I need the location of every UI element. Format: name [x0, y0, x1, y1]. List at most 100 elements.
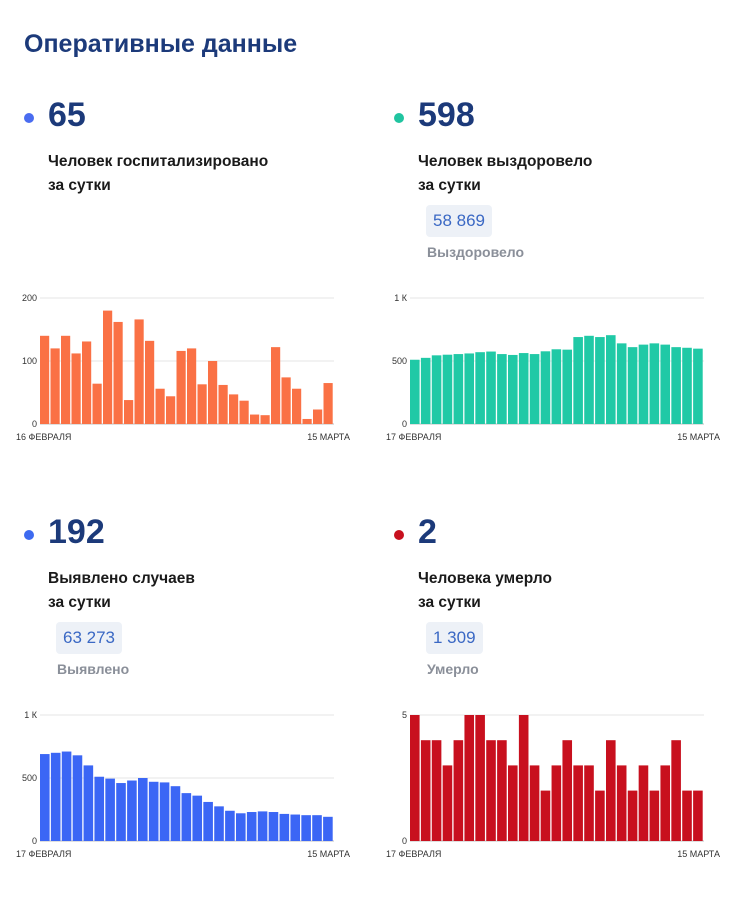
hospitalized-x-start-label: 16 ФЕВРАЛЯ — [16, 432, 71, 442]
cases-total-label: Выявлено — [57, 661, 130, 677]
recovered-y-tick-label: 0 — [402, 419, 407, 429]
hospitalized-bar — [145, 340, 155, 424]
deaths-bar — [508, 765, 518, 841]
cases-bar — [246, 812, 257, 841]
deaths-bar — [671, 740, 681, 841]
deaths-caption-line2: за сутки — [418, 594, 481, 611]
recovered-bar — [551, 349, 562, 424]
deaths-bar — [420, 740, 431, 841]
deaths-bar — [529, 765, 540, 841]
deaths-bar — [410, 715, 420, 841]
deaths-bar — [682, 790, 692, 841]
cases-bar — [279, 813, 290, 841]
cases-total-badge: 63 273 — [56, 622, 122, 654]
recovered-bar — [627, 347, 638, 424]
deaths-dot-icon — [394, 530, 404, 540]
recovered-bar — [660, 344, 671, 424]
recovered-bar — [584, 335, 594, 424]
deaths-bar — [464, 715, 475, 841]
deaths-bar — [453, 740, 464, 841]
deaths-bar — [551, 765, 562, 841]
recovered-bar — [540, 351, 551, 424]
recovered-caption-line1: Человек выздоровело — [418, 153, 593, 170]
recovered-bar — [649, 343, 660, 424]
recovered-x-start-label: 17 ФЕВРАЛЯ — [386, 432, 441, 442]
deaths-chart: 0 5 17 ФЕВРАЛЯ 15 МАРТА — [386, 710, 720, 859]
recovered-bar — [595, 337, 605, 424]
hospitalized-y-tick-label: 100 — [22, 356, 37, 366]
hospitalized-bar — [113, 321, 123, 424]
cases-caption-line1: Выявлено случаев — [48, 570, 195, 587]
recovered-bar — [486, 351, 496, 424]
cases-panel: 192 Выявлено случаев за сутки 63 273 Выя… — [16, 509, 394, 909]
recovered-bar — [693, 348, 703, 424]
cases-dot-icon — [24, 530, 34, 540]
cases-bar — [214, 806, 224, 841]
hospitalized-bar — [82, 341, 92, 424]
deaths-panel: 2 Человека умерло за сутки 1 309 Умерло … — [386, 509, 749, 909]
hospitalized-bar — [313, 409, 323, 424]
deaths-caption: Человека умерло за сутки — [418, 567, 552, 615]
deaths-bar — [562, 740, 573, 841]
deaths-x-end-label: 15 МАРТА — [677, 849, 720, 859]
cases-bar — [159, 782, 170, 841]
recovered-caption: Человек выздоровело за сутки — [418, 150, 592, 198]
hospitalized-y-tick-label: 200 — [22, 293, 37, 303]
hospitalized-caption-line2: за сутки — [48, 177, 111, 194]
hospitalized-caption: Человек госпитализировано за сутки — [48, 150, 268, 198]
hospitalized-chart: 0 100 200 16 ФЕВРАЛЯ 15 МАРТА — [16, 293, 350, 442]
page-title: Оперативные данные — [24, 30, 298, 58]
cases-bar — [181, 793, 192, 841]
recovered-panel: 598 Человек выздоровело за сутки 58 869 … — [386, 92, 749, 492]
cases-bar — [148, 781, 159, 841]
recovered-caption-line2: за сутки — [418, 177, 481, 194]
recovered-bar — [529, 354, 540, 424]
hospitalized-y-tick-label: 0 — [32, 419, 37, 429]
deaths-bar — [606, 740, 616, 841]
hospitalized-bar — [208, 361, 218, 424]
cases-bar — [236, 813, 246, 841]
recovered-bar — [442, 354, 453, 424]
cases-bar — [257, 811, 268, 841]
hospitalized-bar — [281, 377, 291, 424]
deaths-bar — [660, 765, 671, 841]
hospitalized-dot-icon — [24, 113, 34, 123]
cases-bar — [170, 786, 181, 841]
hospitalized-bar — [92, 383, 102, 424]
cases-bar — [268, 812, 279, 841]
recovered-bar — [508, 354, 518, 424]
cases-x-end-label: 15 МАРТА — [307, 849, 350, 859]
recovered-total-label: Выздоровело — [427, 244, 525, 260]
cases-bar — [192, 795, 203, 841]
cases-bar — [290, 814, 301, 841]
cases-caption: Выявлено случаев за сутки — [48, 567, 195, 615]
hospitalized-bar — [302, 418, 312, 424]
deaths-total-badge: 1 309 — [426, 622, 483, 654]
deaths-y-tick-label: 0 — [402, 836, 407, 846]
deaths-value: 2 — [418, 513, 437, 551]
cases-bar — [127, 780, 137, 841]
cases-bar — [94, 776, 105, 841]
recovered-total-badge: 58 869 — [426, 205, 492, 237]
recovered-y-tick-label: 500 — [392, 356, 407, 366]
hospitalized-bar — [40, 335, 50, 424]
recovered-value: 598 — [418, 96, 475, 134]
cases-y-tick-label: 500 — [22, 773, 37, 783]
recovered-y-tick-label: 1 К — [394, 293, 408, 303]
hospitalized-bar — [155, 388, 165, 424]
deaths-bar — [475, 715, 485, 841]
page: Оперативные данные 65 Человек госпитализ… — [16, 30, 749, 859]
recovered-bar — [518, 353, 529, 424]
cases-y-tick-label: 1 К — [24, 710, 38, 720]
cases-bar — [301, 815, 311, 841]
recovered-bar — [606, 335, 616, 424]
hospitalized-bar — [61, 335, 71, 424]
recovered-bar — [464, 353, 475, 424]
hospitalized-bar — [292, 388, 302, 424]
cases-bar — [83, 765, 94, 841]
hospitalized-bar — [134, 319, 144, 424]
deaths-bar — [518, 715, 529, 841]
hospitalized-bar — [124, 400, 134, 424]
recovered-bar — [475, 352, 485, 424]
deaths-x-start-label: 17 ФЕВРАЛЯ — [386, 849, 441, 859]
